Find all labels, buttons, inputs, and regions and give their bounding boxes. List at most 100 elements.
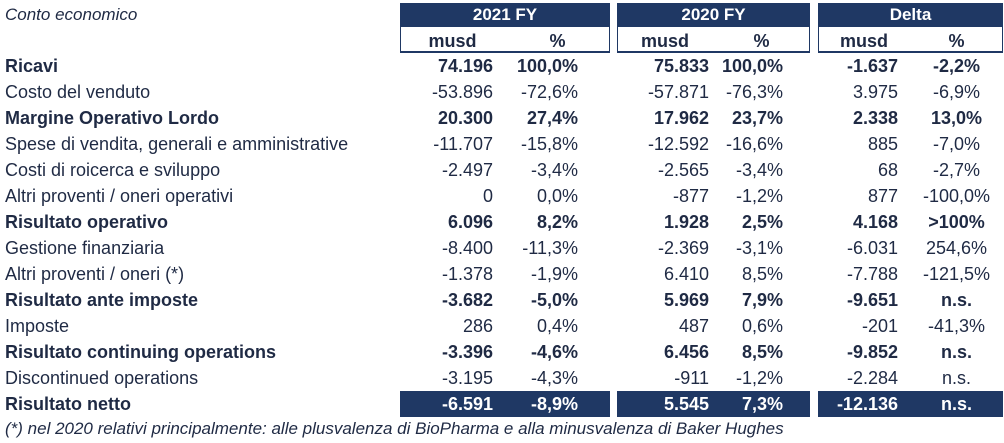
cell-2020-musd: -911 <box>674 368 709 388</box>
cell-delta-pct: -2,7% <box>932 160 981 180</box>
cell-2021-pct: -8,9% <box>530 394 578 414</box>
group-header-delta: Delta <box>818 3 1003 27</box>
cell-delta-musd: -1.637 <box>846 56 898 76</box>
footnote: (*) nel 2020 relativi principalmente: al… <box>5 419 784 438</box>
cell-2021-musd: -11.707 <box>433 134 493 154</box>
cell-2020-musd: 6.410 <box>663 264 709 284</box>
cell-delta-musd: 4.168 <box>852 212 898 232</box>
cell-2020-pct: -1,2% <box>735 368 783 388</box>
cell-delta-pct: -121,5% <box>922 264 991 284</box>
subheader-frame-delta <box>818 27 1003 53</box>
row-label: Risultato operativo <box>5 212 169 232</box>
cell-2020-pct: -3,4% <box>735 160 783 180</box>
cell-delta-musd: 877 <box>867 186 898 206</box>
row-label: Altri proventi / oneri (*) <box>5 264 185 284</box>
cell-2020-pct: 23,7% <box>731 108 783 128</box>
cell-2021-musd: 286 <box>462 316 493 336</box>
cell-delta-musd: -201 <box>861 316 898 336</box>
table-row: Risultato ante imposte -3.682 -5,0% 5.969 7,… <box>0 287 1004 313</box>
row-label: Altri proventi / oneri operativi <box>5 186 234 206</box>
cell-2020-pct: 8,5% <box>741 264 783 284</box>
row-label: Gestione finanziaria <box>5 238 165 258</box>
table-row: Discontinued operations -3.195 -4,3% -911 -1… <box>0 365 1004 391</box>
subheader-frame-2021 <box>400 27 610 53</box>
cell-2021-pct: -4,3% <box>530 368 578 388</box>
cell-delta-musd: -9.852 <box>846 342 898 362</box>
table-row: Margine Operativo Lordo 20.300 27,4% 17.962… <box>0 105 1004 131</box>
cell-2020-musd: -12.592 <box>647 134 709 154</box>
cell-delta-pct: -2,2% <box>932 56 981 76</box>
cell-2020-pct: 7,9% <box>741 290 783 310</box>
cell-2020-musd: 5.969 <box>663 290 709 310</box>
cell-2021-pct: 27,4% <box>526 108 578 128</box>
table-row: Imposte 286 0,4% 487 0,6% -201 -41,3% <box>0 313 1004 339</box>
cell-2020-musd: -2.369 <box>657 238 709 258</box>
cell-2021-pct: -3,4% <box>530 160 578 180</box>
cell-2020-musd: 17.962 <box>653 108 709 128</box>
cell-2020-musd: 1.928 <box>663 212 709 232</box>
row-label: Discontinued operations <box>5 368 199 388</box>
cell-2020-pct: 2,5% <box>741 212 783 232</box>
cell-delta-musd: -2.284 <box>846 368 898 388</box>
cell-delta-pct: -7,0% <box>932 134 981 154</box>
table-row: Altri proventi / oneri operativi 0 0,0% -87… <box>0 183 1004 209</box>
cell-2021-musd: -1.378 <box>441 264 493 284</box>
cell-2021-musd: 0 <box>482 186 493 206</box>
cell-2021-pct: 100,0% <box>516 56 578 76</box>
cell-2021-musd: -3.682 <box>441 290 493 310</box>
net-highlight-2021 <box>400 391 610 417</box>
cell-2021-pct: 8,2% <box>536 212 578 232</box>
table-row: Risultato netto -6.591 -8,9% 5.545 7,3% -12.1… <box>0 391 1004 417</box>
cell-delta-pct: n.s. <box>940 290 972 310</box>
cell-2020-pct: 100,0% <box>721 56 783 76</box>
cell-2020-pct: 8,5% <box>741 342 783 362</box>
table-row: Ricavi 74.196 100,0% 75.833 100,0% -1.637 -2,2… <box>0 53 1004 79</box>
cell-2021-musd: -6.591 <box>441 394 493 414</box>
row-label: Costi di roicerca e sviluppo <box>5 160 221 180</box>
cell-2020-musd: 6.456 <box>663 342 709 362</box>
cell-delta-pct: -41,3% <box>927 316 986 336</box>
row-label: Imposte <box>5 316 70 336</box>
cell-2021-pct: -1,9% <box>530 264 578 284</box>
cell-2021-musd: 6.096 <box>447 212 493 232</box>
table-row: Risultato operativo 6.096 8,2% 1.928 2,5% 4.1… <box>0 209 1004 235</box>
cell-2020-musd: 5.545 <box>663 394 709 414</box>
col-header-2021-musd: musd <box>428 31 477 51</box>
cell-2021-musd: -2.497 <box>441 160 493 180</box>
cell-2021-pct: 0,4% <box>536 316 578 336</box>
cell-2020-pct: 7,3% <box>741 394 783 414</box>
cell-2021-musd: -53.896 <box>431 82 493 102</box>
row-label: Ricavi <box>5 56 59 76</box>
row-label: Risultato continuing operations <box>5 342 276 362</box>
group-header-2021: 2021 FY <box>400 3 610 27</box>
cell-2020-musd: -877 <box>672 186 709 206</box>
col-header-delta-musd: musd <box>839 31 888 51</box>
cell-2021-musd: 20.300 <box>437 108 493 128</box>
cell-2020-musd: -2.565 <box>657 160 709 180</box>
cell-delta-pct: >100% <box>928 212 985 232</box>
cell-2020-pct: -1,2% <box>735 186 783 206</box>
cell-2021-pct: -15,8% <box>520 134 578 154</box>
cell-delta-musd: 68 <box>877 160 898 180</box>
group-header-2020: 2020 FY <box>617 3 810 27</box>
table-row: Costo del venduto -53.896 -72,6% -57.871 -76… <box>0 79 1004 105</box>
row-label: Risultato netto <box>5 394 131 414</box>
cell-2021-musd: -8.400 <box>441 238 493 258</box>
cell-delta-pct: 13,0% <box>930 108 983 128</box>
cell-2020-musd: 75.833 <box>653 56 709 76</box>
table-title: Conto economico <box>5 5 138 24</box>
table-row: Gestione finanziaria -8.400 -11,3% -2.369 -3… <box>0 235 1004 261</box>
cell-2020-musd: -57.871 <box>647 82 709 102</box>
table-row: Altri proventi / oneri (*) -1.378 -1,9% 6.4… <box>0 261 1004 287</box>
cell-delta-musd: 885 <box>867 134 898 154</box>
table-row: Spese di vendita, generali e amministrat… <box>0 131 1004 157</box>
row-label: Spese di vendita, generali e amministrat… <box>5 134 349 154</box>
row-label: Margine Operativo Lordo <box>5 108 220 128</box>
cell-2021-musd: -3.195 <box>441 368 493 388</box>
row-label: Costo del venduto <box>5 82 151 102</box>
cell-2021-pct: -11,3% <box>522 238 578 258</box>
net-highlight-2020 <box>617 391 810 417</box>
cell-2020-pct: 0,6% <box>741 316 783 336</box>
table-row: Risultato continuing operations -3.396 -4,… <box>0 339 1004 365</box>
table-row: Costi di roicerca e sviluppo -2.497 -3,4% -… <box>0 157 1004 183</box>
